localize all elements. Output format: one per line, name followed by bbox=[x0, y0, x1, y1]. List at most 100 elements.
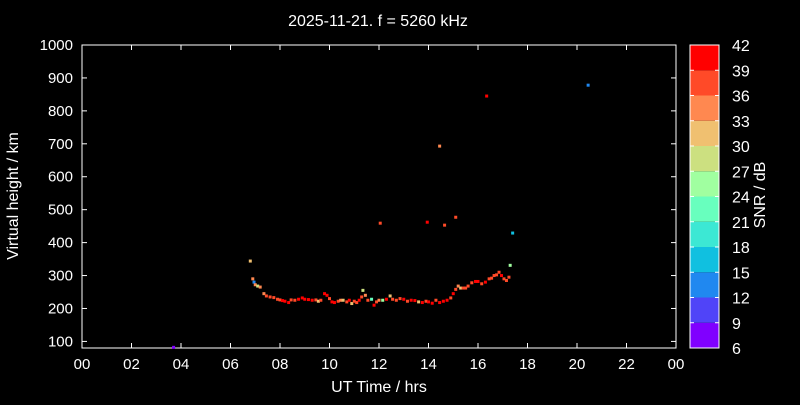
colorbar-band bbox=[690, 322, 719, 348]
colorbar: 6 9 12 15 18 21 24 27 30 33 36 39 42 bbox=[689, 38, 750, 358]
data-point bbox=[345, 300, 349, 304]
data-point bbox=[502, 277, 506, 281]
data-point bbox=[303, 297, 307, 301]
y-tick-label: 700 bbox=[48, 136, 73, 153]
y-tick-label: 600 bbox=[48, 169, 73, 186]
data-point bbox=[253, 283, 257, 287]
colorbar-band bbox=[690, 272, 719, 298]
y-tick-label: 900 bbox=[48, 70, 73, 87]
data-point bbox=[264, 294, 268, 298]
x-tick-label: 18 bbox=[519, 356, 536, 373]
colorbar-band bbox=[690, 196, 719, 222]
data-point bbox=[370, 297, 374, 301]
colorbar-band bbox=[690, 120, 719, 146]
data-point bbox=[256, 284, 260, 288]
data-point bbox=[388, 294, 392, 298]
data-point bbox=[278, 298, 282, 302]
y-tick-label: 400 bbox=[48, 235, 73, 252]
data-point bbox=[430, 301, 434, 305]
data-point bbox=[492, 274, 496, 278]
data-point bbox=[350, 302, 354, 306]
data-point bbox=[297, 297, 301, 301]
colorbar-tick-label: 36 bbox=[732, 89, 750, 106]
data-point bbox=[497, 270, 501, 274]
data-point bbox=[586, 83, 590, 87]
data-point bbox=[409, 298, 413, 302]
data-point bbox=[366, 298, 370, 302]
data-point bbox=[372, 303, 376, 307]
colorbar-tick-label: 12 bbox=[732, 291, 750, 308]
data-point bbox=[325, 293, 329, 297]
colorbar-tick-label: 27 bbox=[732, 164, 750, 181]
y-tick-label: 300 bbox=[48, 268, 73, 285]
data-point bbox=[476, 279, 480, 283]
data-point bbox=[402, 297, 406, 301]
colorbar-band bbox=[690, 146, 719, 172]
data-point bbox=[300, 296, 304, 300]
data-point bbox=[466, 284, 470, 288]
data-point bbox=[438, 144, 442, 148]
data-point bbox=[316, 299, 320, 303]
data-point bbox=[434, 298, 438, 302]
data-point bbox=[328, 297, 331, 301]
colorbar-tick-label: 21 bbox=[732, 215, 750, 232]
colorbar-tick-label: 15 bbox=[732, 265, 750, 282]
x-tick-label: 08 bbox=[272, 356, 289, 373]
data-point bbox=[172, 345, 176, 349]
data-point bbox=[258, 285, 262, 289]
data-point bbox=[248, 259, 252, 263]
data-point bbox=[336, 299, 340, 303]
data-point bbox=[293, 298, 297, 302]
data-point bbox=[262, 292, 266, 296]
x-tick-label: 06 bbox=[222, 356, 239, 373]
x-tick-label: 22 bbox=[618, 356, 635, 373]
data-point bbox=[251, 277, 255, 281]
data-point bbox=[424, 299, 428, 303]
data-point bbox=[360, 295, 364, 299]
data-point bbox=[391, 297, 395, 301]
data-point bbox=[511, 231, 515, 235]
data-point bbox=[449, 296, 453, 300]
colorbar-label: SNR / dB bbox=[752, 162, 769, 229]
data-point bbox=[417, 300, 421, 304]
data-point bbox=[384, 297, 388, 301]
data-point bbox=[485, 94, 489, 98]
x-tick-label: 02 bbox=[123, 356, 140, 373]
colorbar-band bbox=[690, 70, 719, 96]
y-tick-label: 200 bbox=[48, 300, 73, 317]
x-tick-label: 10 bbox=[321, 356, 338, 373]
data-point bbox=[456, 284, 460, 288]
colorbar-tick-label: 24 bbox=[732, 190, 750, 207]
x-tick-label: 16 bbox=[470, 356, 487, 373]
x-axis: 00 02 04 06 08 10 12 14 16 18 20 22 00 bbox=[74, 45, 684, 373]
data-point bbox=[280, 299, 284, 303]
data-point bbox=[276, 297, 280, 301]
data-point bbox=[341, 298, 345, 302]
data-point bbox=[483, 280, 487, 284]
colorbar-tick-label: 42 bbox=[732, 38, 750, 55]
data-point bbox=[504, 278, 508, 282]
data-point bbox=[339, 298, 343, 302]
y-tick-label: 500 bbox=[48, 202, 73, 219]
data-point bbox=[363, 293, 367, 297]
data-point bbox=[398, 297, 402, 301]
data-point bbox=[283, 299, 287, 303]
data-point bbox=[361, 288, 365, 292]
y-axis-label: Virtual height / km bbox=[5, 132, 22, 260]
data-point bbox=[319, 298, 323, 302]
data-point bbox=[405, 299, 409, 303]
data-point bbox=[438, 301, 442, 305]
colorbar-band bbox=[690, 221, 719, 247]
data-point bbox=[495, 273, 499, 277]
data-point bbox=[330, 300, 334, 304]
colorbar-band bbox=[690, 95, 719, 121]
data-point bbox=[427, 300, 430, 304]
colorbar-band bbox=[690, 297, 719, 323]
colorbar-tick-label: 9 bbox=[732, 316, 741, 333]
data-point bbox=[474, 279, 478, 283]
data-point bbox=[445, 298, 449, 302]
y-tick-label: 1000 bbox=[40, 37, 73, 54]
x-tick-label: 12 bbox=[371, 356, 388, 373]
colorbar-tick-label: 30 bbox=[732, 139, 750, 156]
